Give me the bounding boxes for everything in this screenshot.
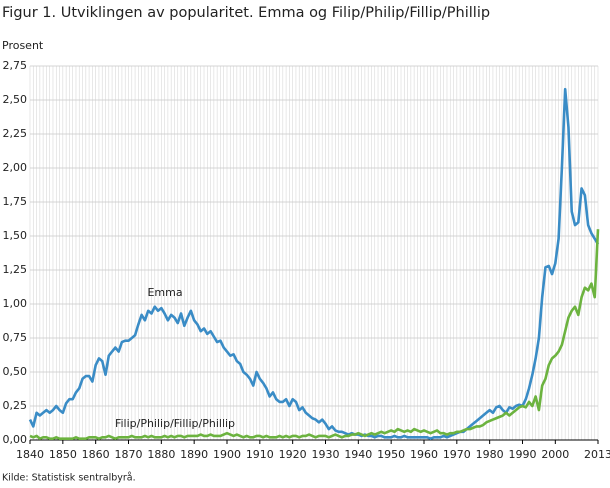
y-tick-label: 1,00 <box>3 297 28 310</box>
x-tick-label: 1950 <box>377 448 405 461</box>
line-series <box>28 87 600 440</box>
x-tick-label: 1910 <box>246 448 274 461</box>
x-tick-label: 1960 <box>410 448 438 461</box>
y-tick-label: 1,50 <box>3 229 28 242</box>
x-tick-label: 1850 <box>49 448 77 461</box>
y-tick-label: 2,50 <box>3 93 28 106</box>
x-tick-label: 1900 <box>213 448 241 461</box>
x-tick-label: 1870 <box>114 448 142 461</box>
y-tick-label: 0,75 <box>3 331 28 344</box>
x-tick-label: 1860 <box>82 448 110 461</box>
y-tick-label: 1,25 <box>3 263 28 276</box>
series-label: Filip/Philip/Fillip/Phillip <box>115 417 235 430</box>
x-tick-label: 1980 <box>476 448 504 461</box>
y-tick-label: 1,75 <box>3 195 28 208</box>
x-tick-label: 1890 <box>180 448 208 461</box>
y-tick-label: 0,00 <box>3 433 28 446</box>
x-tick-label: 1920 <box>279 448 307 461</box>
x-tick-label: 1940 <box>344 448 372 461</box>
y-tick-label: 2,75 <box>3 59 28 72</box>
chart-title: Figur 1. Utviklingen av popularitet. Emm… <box>2 5 490 21</box>
y-tick-label: 2,25 <box>3 127 28 140</box>
x-tick-label: 1970 <box>443 448 471 461</box>
x-tick-label: 1880 <box>147 448 175 461</box>
series-label: Emma <box>147 286 182 299</box>
x-tick-label: 1990 <box>508 448 536 461</box>
y-tick-label: 0,25 <box>3 399 28 412</box>
x-tick-label: 2000 <box>541 448 569 461</box>
source: Kilde: Statistisk sentralbyrå. <box>2 473 136 484</box>
line-series <box>29 229 600 440</box>
x-tick-label: 1840 <box>16 448 44 461</box>
x-tick-label: 2013 <box>584 448 610 461</box>
y-tick-label: 0,50 <box>3 365 28 378</box>
y-tick-label: 2,00 <box>3 161 28 174</box>
x-tick-label: 1930 <box>311 448 339 461</box>
y-axis-label: Prosent <box>2 39 44 52</box>
